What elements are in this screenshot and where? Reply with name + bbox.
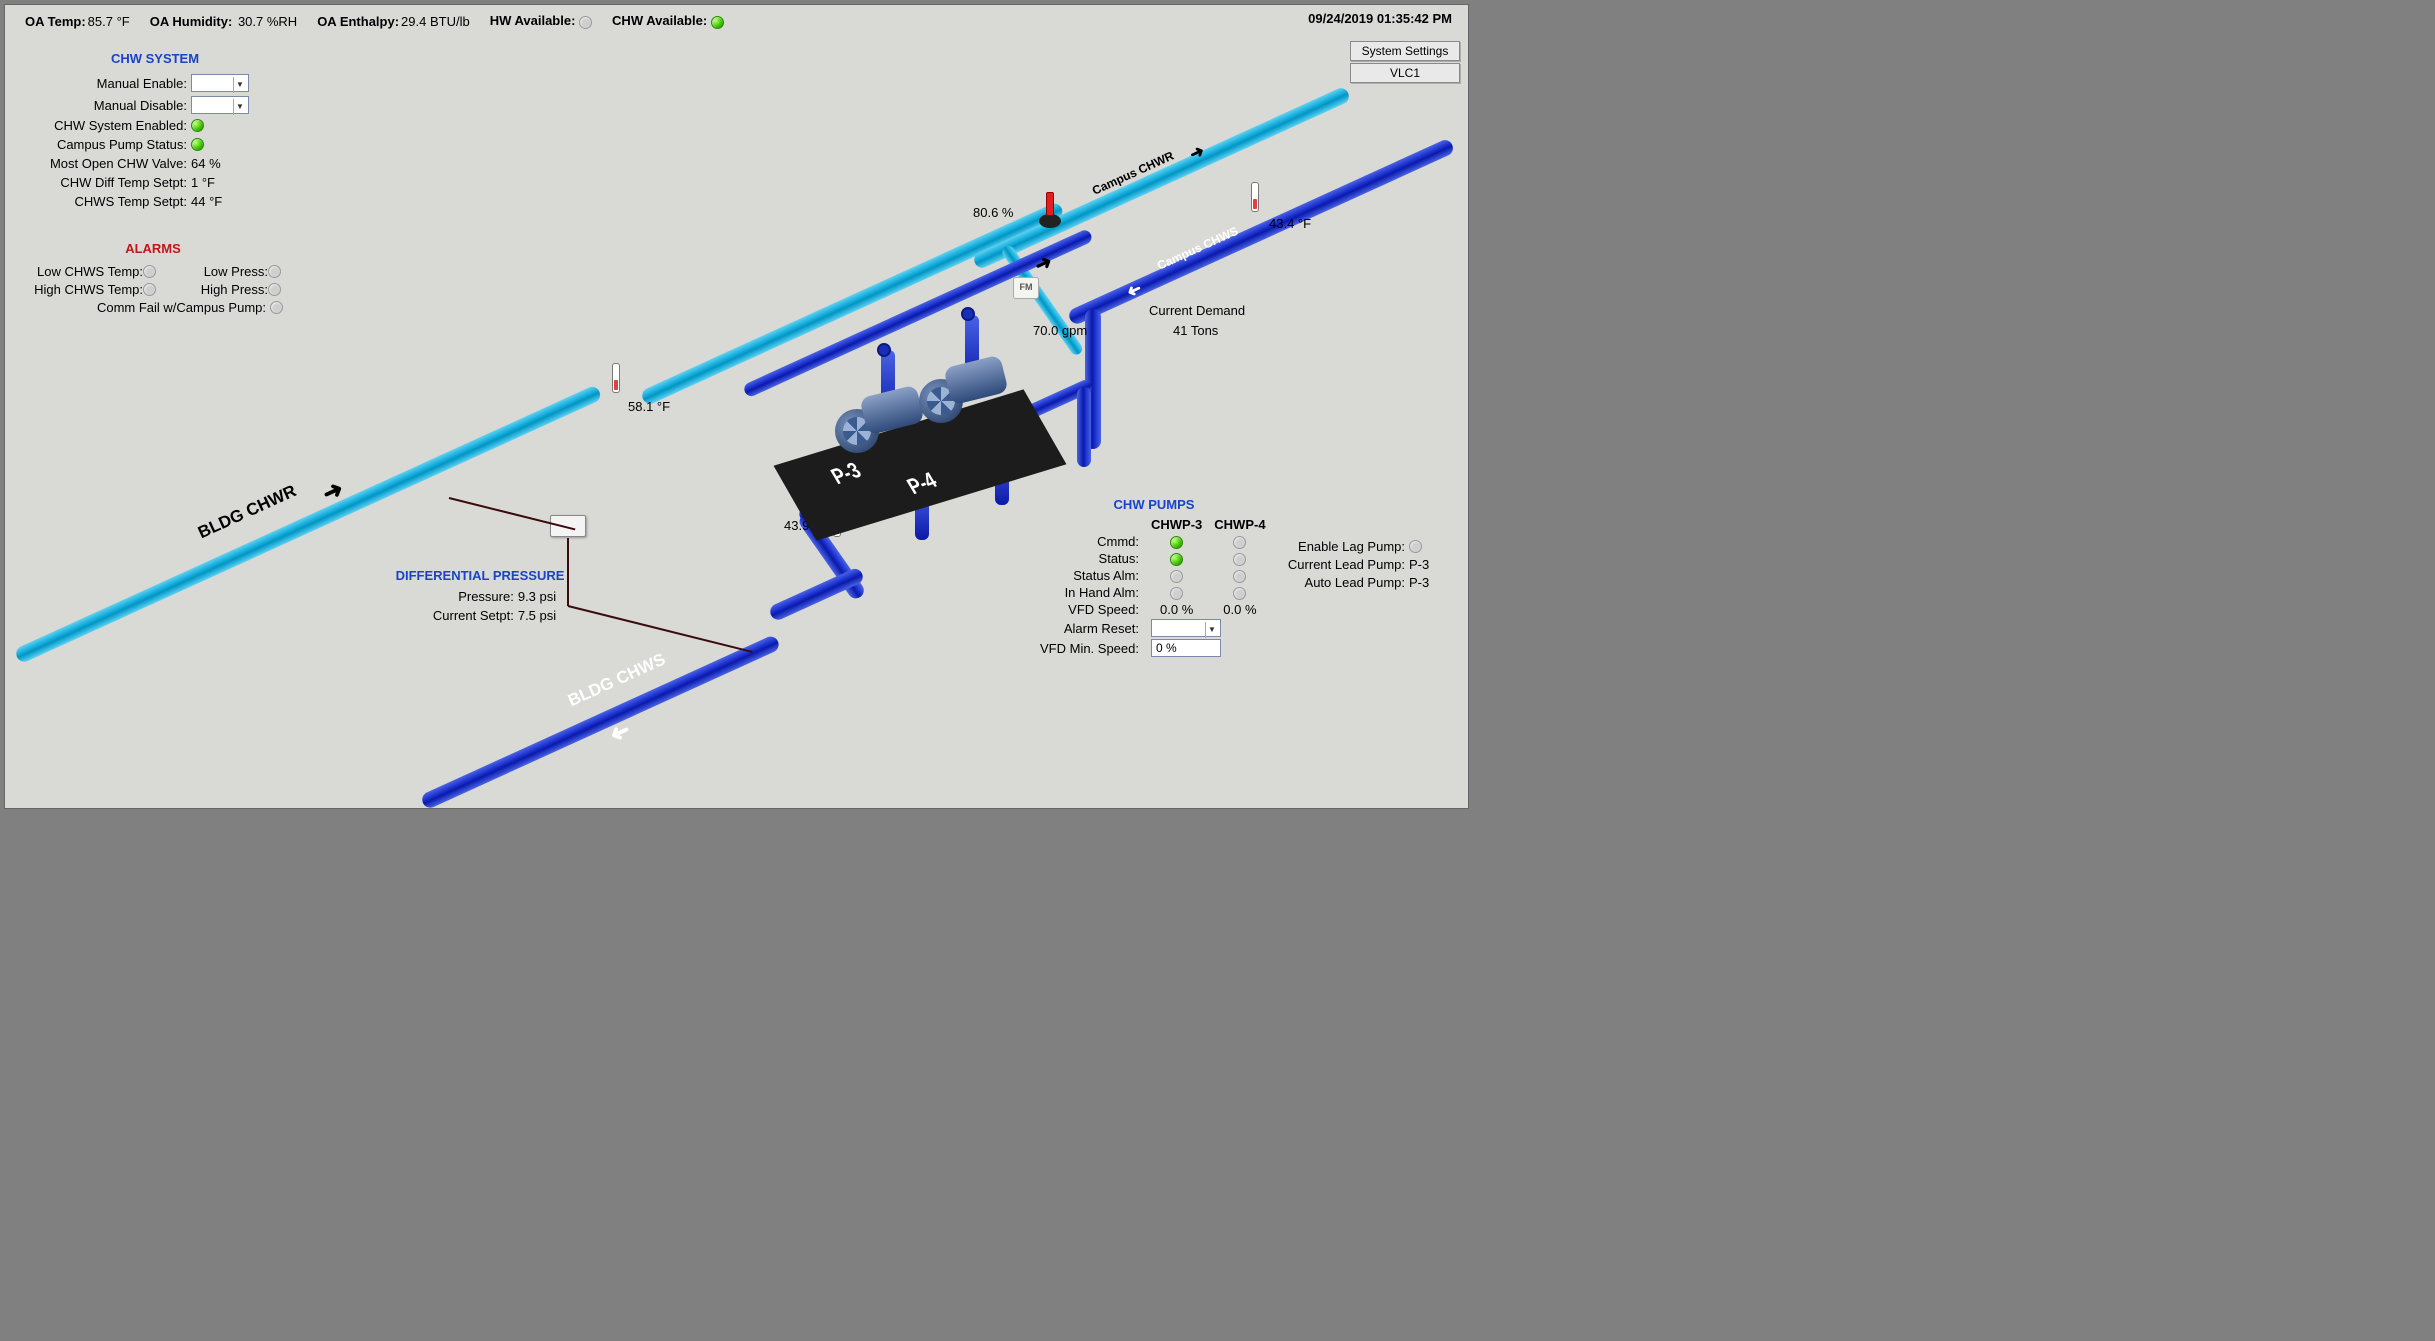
chwp3-header: CHWP-3 xyxy=(1145,516,1208,533)
chwp3-status-alm-led xyxy=(1170,570,1183,583)
chwr-thermo-icon xyxy=(612,363,620,393)
high-chws-temp-led xyxy=(143,283,156,296)
cmmd-label: Cmmd: xyxy=(1034,533,1145,550)
flow-meter-icon: FM xyxy=(1013,277,1039,299)
dp-press-value: 9.3 psi xyxy=(518,589,556,604)
chw-system-panel: CHW SYSTEM Manual Enable: Manual Disable… xyxy=(35,51,275,213)
status-label: Status: xyxy=(1034,550,1145,567)
dp-panel: DIFFERENTIAL PRESSURE Pressure: 9.3 psi C… xyxy=(380,568,580,627)
enable-lag-label: Enable Lag Pump: xyxy=(1265,539,1405,554)
enable-lag-led xyxy=(1409,540,1422,553)
chws-temp-setpt-value: 44 °F xyxy=(191,194,222,209)
chw-enabled-label: CHW System Enabled: xyxy=(35,118,187,133)
dp-setpt-label: Current Setpt: xyxy=(404,608,514,623)
auto-lead-value: P-3 xyxy=(1409,575,1429,590)
campus-pump-status-label: Campus Pump Status: xyxy=(35,137,187,152)
manual-disable-combo[interactable] xyxy=(191,96,249,114)
chw-avail-led xyxy=(711,16,724,29)
chwp4-status-led xyxy=(1233,553,1246,566)
oa-enth-label: OA Enthalpy: xyxy=(317,14,399,29)
dp-wire-1 xyxy=(449,497,576,530)
low-chws-temp-led xyxy=(143,265,156,278)
current-demand-label: Current Demand xyxy=(1149,303,1245,318)
chwp3-inhand-led xyxy=(1170,587,1183,600)
flange-2 xyxy=(961,307,975,321)
alarms-panel: ALARMS Low CHWS Temp: Low Press: High CH… xyxy=(23,241,283,319)
chwp4-header: CHWP-4 xyxy=(1208,516,1271,533)
pump-skid: P-3 P-4 xyxy=(795,385,1045,545)
high-press-led xyxy=(268,283,281,296)
alarm-reset-combo[interactable] xyxy=(1151,619,1221,637)
chw-system-title: CHW SYSTEM xyxy=(35,51,275,66)
flange-1 xyxy=(877,343,891,357)
most-open-valve-value: 64 % xyxy=(191,156,221,171)
chwr-temp-value: 58.1 °F xyxy=(628,399,670,414)
campus-chws-temp-value: 43.4 °F xyxy=(1269,216,1311,231)
dp-wire-3 xyxy=(568,605,753,653)
auto-lead-label: Auto Lead Pump: xyxy=(1265,575,1405,590)
dp-setpt-value: 7.5 psi xyxy=(518,608,556,623)
low-press-label: Low Press: xyxy=(163,264,268,279)
system-settings-button[interactable]: System Settings xyxy=(1350,41,1460,61)
vfd-speed-label: VFD Speed: xyxy=(1034,601,1145,618)
low-press-led xyxy=(268,265,281,278)
dp-press-label: Pressure: xyxy=(404,589,514,604)
chwp3-status-led xyxy=(1170,553,1183,566)
chw-enabled-led xyxy=(191,119,204,132)
bldg-chws-arrow-icon: ➜ xyxy=(605,715,635,750)
hw-avail-label: HW Available: xyxy=(490,13,576,28)
vfd-min-speed-label: VFD Min. Speed: xyxy=(1034,638,1145,658)
chwp4-cmmd-led xyxy=(1233,536,1246,549)
hvac-canvas: OA Temp:85.7 °F OA Humidity: 30.7 %RH OA… xyxy=(4,4,1469,809)
chwp4-vfd-value: 0.0 % xyxy=(1208,601,1271,618)
pump-p4-icon xyxy=(919,365,999,445)
campus-chws-pipe xyxy=(1067,138,1456,327)
vfd-min-speed-input[interactable]: 0 % xyxy=(1151,639,1221,657)
low-chws-temp-label: Low CHWS Temp: xyxy=(23,264,143,279)
chws-temp-setpt-label: CHWS Temp Setpt: xyxy=(35,194,187,209)
current-lead-label: Current Lead Pump: xyxy=(1265,557,1405,572)
chw-avail-label: CHW Available: xyxy=(612,13,707,28)
most-open-valve-label: Most Open CHW Valve: xyxy=(35,156,187,171)
flow-gpm-value: 70.0 gpm xyxy=(1033,323,1087,338)
bldg-chws-pipe-2 xyxy=(420,634,782,809)
campus-pump-led xyxy=(191,138,204,151)
alarm-reset-label: Alarm Reset: xyxy=(1034,618,1145,638)
manual-enable-label: Manual Enable: xyxy=(35,76,187,91)
header-tie-1 xyxy=(1077,387,1091,467)
chw-pumps-panel: CHW PUMPS CHWP-3CHWP-4 Cmmd: Status: Sta… xyxy=(1034,497,1274,658)
oa-hum-label: OA Humidity: xyxy=(150,14,233,29)
campus-chws-thermo-icon xyxy=(1251,182,1259,212)
manual-disable-label: Manual Disable: xyxy=(35,98,187,113)
high-press-label: High Press: xyxy=(163,282,268,297)
dp-title: DIFFERENTIAL PRESSURE xyxy=(380,568,580,583)
high-chws-temp-label: High CHWS Temp: xyxy=(23,282,143,297)
chw-pumps-title: CHW PUMPS xyxy=(1034,497,1274,512)
manual-enable-combo[interactable] xyxy=(191,74,249,92)
diff-temp-setpt-value: 1 °F xyxy=(191,175,215,190)
oa-enth-value: 29.4 BTU/lb xyxy=(401,14,470,29)
chwp4-status-alm-led xyxy=(1233,570,1246,583)
chwp4-inhand-led xyxy=(1233,587,1246,600)
oa-temp-value: 85.7 °F xyxy=(88,14,130,29)
chwp3-vfd-value: 0.0 % xyxy=(1145,601,1208,618)
diff-temp-setpt-label: CHW Diff Temp Setpt: xyxy=(35,175,187,190)
comm-fail-led xyxy=(270,301,283,314)
bypass-valve-pct: 80.6 % xyxy=(973,205,1013,220)
current-lead-value: P-3 xyxy=(1409,557,1429,572)
oa-hum-value: 30.7 %RH xyxy=(238,14,297,29)
comm-fail-label: Comm Fail w/Campus Pump: xyxy=(41,300,266,315)
timestamp: 09/24/2019 01:35:42 PM xyxy=(1308,11,1452,26)
chwp3-cmmd-led xyxy=(1170,536,1183,549)
header-bar: OA Temp:85.7 °F OA Humidity: 30.7 %RH OA… xyxy=(5,9,1468,33)
campus-chwr-pipe xyxy=(972,86,1352,271)
oa-temp-label: OA Temp: xyxy=(25,14,86,29)
current-demand-value: 41 Tons xyxy=(1173,323,1218,338)
hw-avail-led xyxy=(579,16,592,29)
vlc1-button[interactable]: VLC1 xyxy=(1350,63,1460,83)
lead-pump-panel: Enable Lag Pump: Current Lead Pump: P-3 A… xyxy=(1265,539,1445,593)
alarms-title: ALARMS xyxy=(23,241,283,256)
in-hand-alm-label: In Hand Alm: xyxy=(1034,584,1145,601)
status-alm-label: Status Alm: xyxy=(1034,567,1145,584)
